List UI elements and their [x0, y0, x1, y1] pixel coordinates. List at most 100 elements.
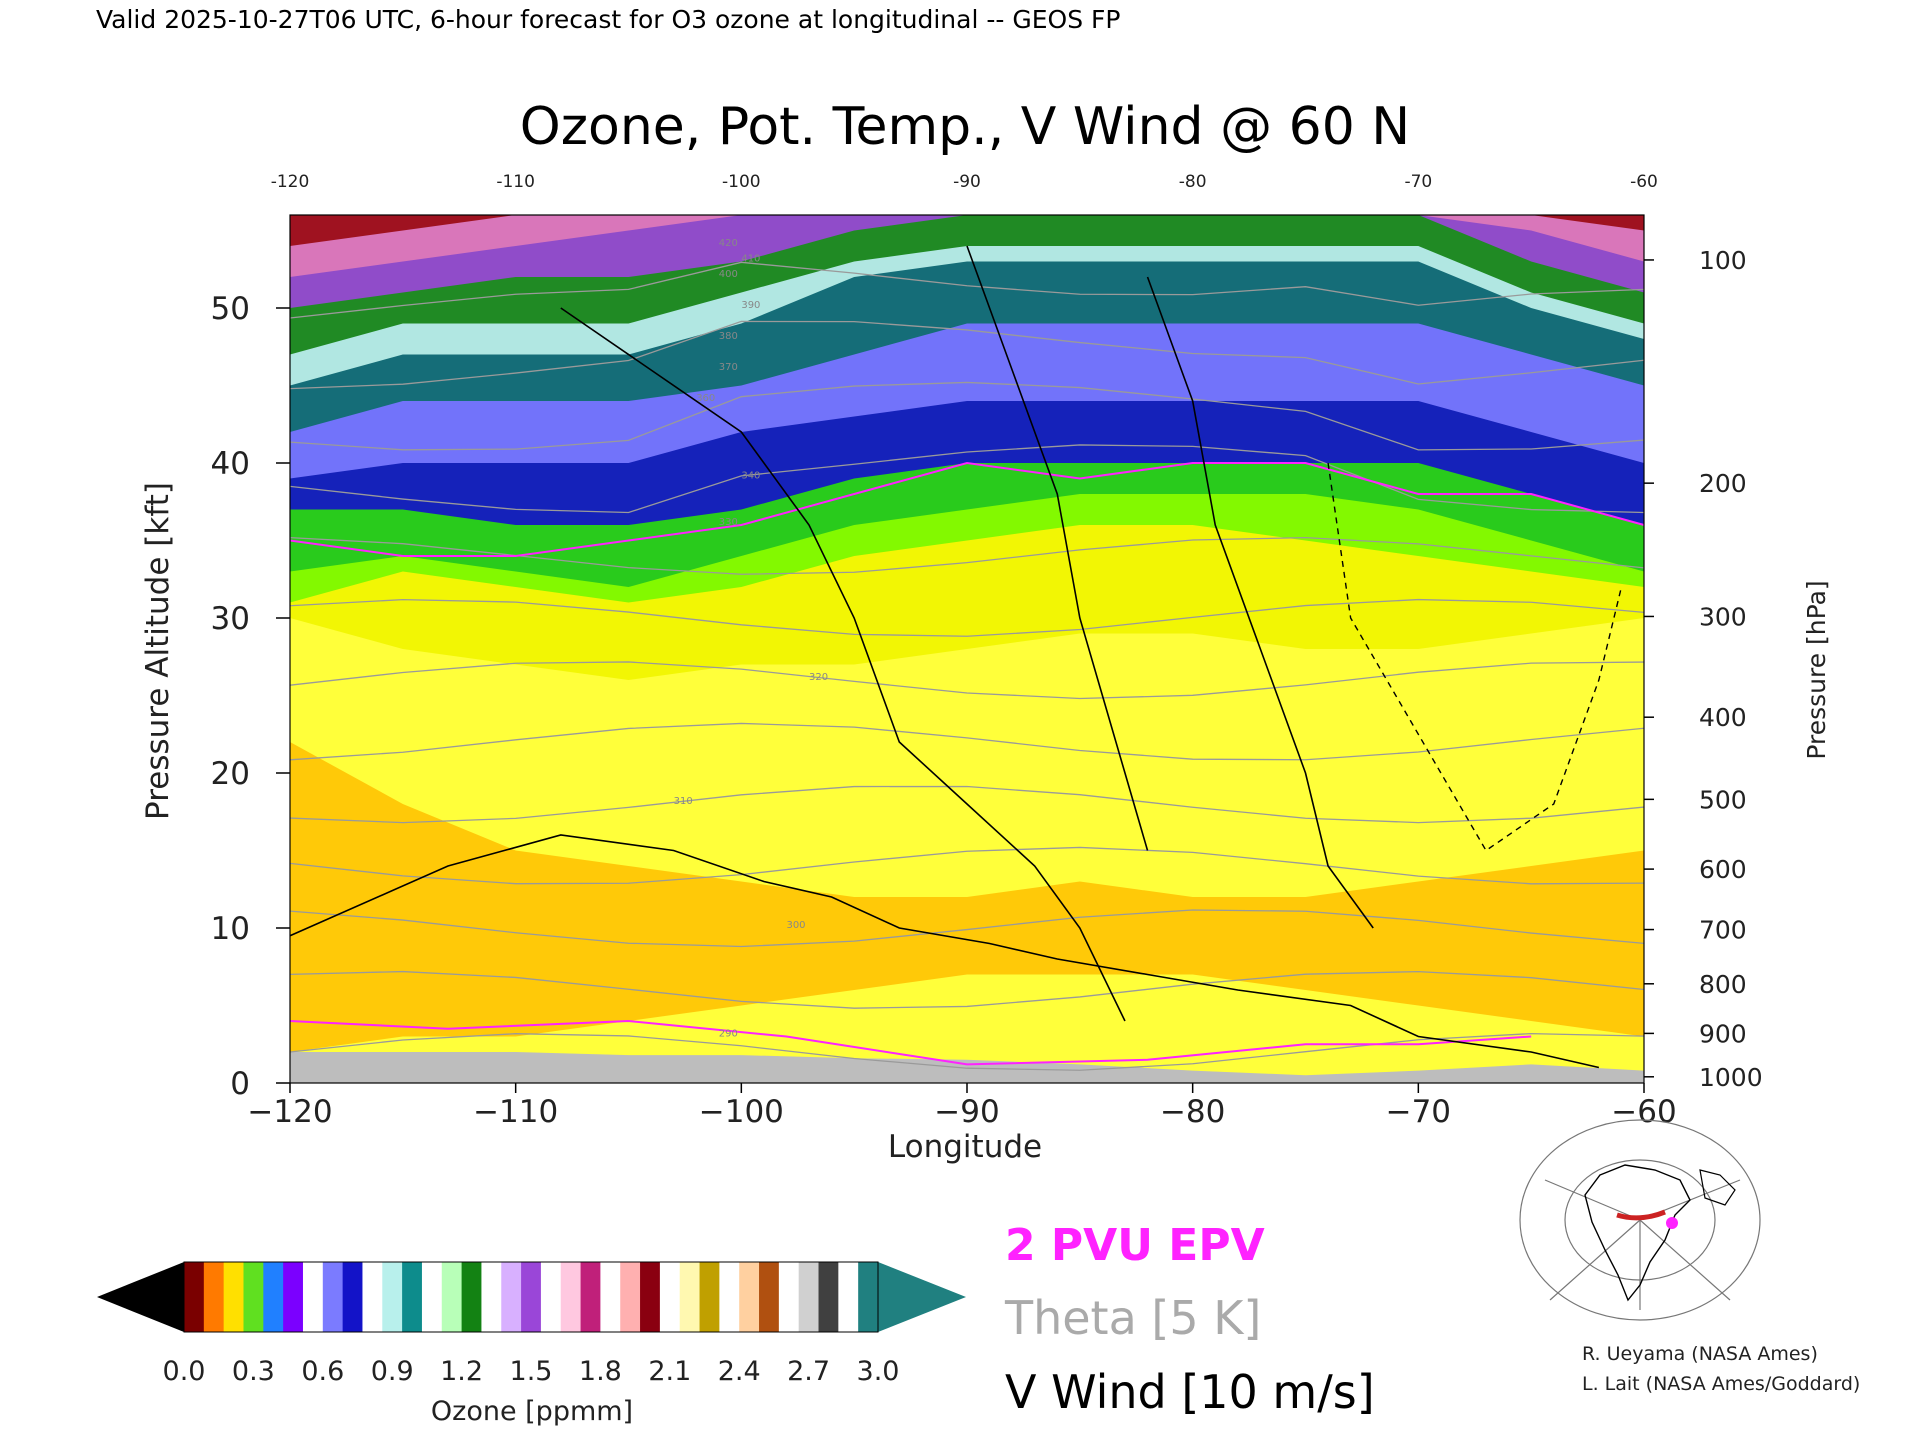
colorbar-swatch	[858, 1262, 879, 1332]
colorbar-frame	[183, 1261, 879, 1333]
pressure-tick-label: 500	[1699, 785, 1747, 814]
theta-line-3	[289, 846, 1645, 885]
axes: −120 -120 −110 -110 −100 -100 −90 -90 −80 -80 −70 -…	[211, 172, 1763, 1130]
colorbar-swatch	[521, 1262, 542, 1332]
terrain	[290, 1052, 1644, 1083]
colorbar-swatch	[223, 1262, 245, 1332]
colorbar-tick-label: 1.8	[579, 1356, 622, 1387]
theta-label: 320	[809, 672, 828, 683]
pressure-tick-label: 200	[1699, 469, 1747, 498]
theta-line-11	[289, 320, 1645, 390]
theta-line-6	[289, 661, 1645, 700]
colorbar-tick-label: 2.4	[718, 1356, 761, 1387]
vwind-contour-0	[289, 834, 1600, 1069]
y-tick-label: 40	[211, 446, 250, 482]
colorbar-swatch	[659, 1262, 681, 1332]
x-tick-label: −110	[473, 1094, 558, 1130]
colorbar-swatch	[620, 1262, 641, 1332]
theta-line-7	[289, 598, 1645, 637]
pressure-tick-label: 700	[1699, 916, 1747, 945]
y-tick-label: 20	[211, 756, 250, 792]
inset-map-marker	[1666, 1217, 1678, 1229]
x-top-tick-label: -80	[1179, 172, 1207, 192]
theta-label: 310	[674, 796, 693, 807]
theta-label: 290	[719, 1029, 738, 1040]
colorbar-swatch	[640, 1262, 661, 1332]
colorbar-swatch	[798, 1262, 820, 1332]
colorbar-swatch	[362, 1262, 383, 1332]
colorbar-swatch	[818, 1262, 839, 1332]
credit-line-1: R. Ueyama (NASA Ames)	[1582, 1343, 1818, 1365]
colorbar-swatch	[600, 1262, 621, 1332]
vwind-contour-negative	[1327, 462, 1623, 852]
pressure-tick-label: 600	[1699, 855, 1747, 884]
pressure-tick-label: 100	[1699, 246, 1747, 275]
chart-title: Ozone, Pot. Temp., V Wind @ 60 N	[520, 97, 1410, 157]
colorbar-swatch	[580, 1262, 601, 1332]
y-tick-label: 0	[230, 1066, 250, 1102]
colorbar-tick-label: 0.3	[232, 1356, 275, 1387]
colorbar-swatch	[441, 1262, 463, 1332]
colorbar-over-arrow	[878, 1262, 966, 1332]
x-top-tick-label: -110	[496, 172, 535, 192]
pressure-axis-label: Pressure [hPa]	[1802, 580, 1831, 759]
theta-label: 360	[696, 393, 715, 404]
x-tick-label: −70	[1386, 1094, 1451, 1130]
colorbar-swatch	[243, 1262, 264, 1332]
epv-2pvu-line-low	[289, 1019, 1532, 1066]
pressure-tick-label: 400	[1699, 703, 1747, 732]
theta-label: 380	[719, 331, 738, 342]
colorbar-swatch	[719, 1262, 740, 1332]
theta-line-12	[289, 261, 1645, 319]
credit-line-2: L. Lait (NASA Ames/Goddard)	[1582, 1373, 1860, 1395]
x-tick-label: −80	[1160, 1094, 1225, 1130]
colorbar-tick-label: 2.1	[648, 1356, 691, 1387]
colorbar-swatch	[263, 1262, 284, 1332]
theta-label: 390	[741, 300, 760, 311]
colorbar-tick-label: 0.6	[301, 1356, 344, 1387]
inset-map-greenland	[1699, 1169, 1736, 1206]
x-tick-label: −60	[1611, 1094, 1676, 1130]
colorbar-label: Ozone [ppmm]	[431, 1396, 633, 1427]
theta-label: 340	[741, 471, 760, 482]
x-top-tick-label: -90	[953, 172, 981, 192]
colorbar-swatch	[739, 1262, 760, 1332]
valid-line: Valid 2025-10-27T06 UTC, 6-hour forecast…	[96, 5, 1120, 34]
theta-legend: Theta [5 K]	[1004, 1291, 1261, 1345]
ozone-layer-10	[290, 215, 1644, 246]
colorbar-swatch	[560, 1262, 582, 1332]
colorbar-swatch	[679, 1262, 701, 1332]
x-top-tick-label: -120	[271, 172, 310, 192]
y-axis-label: Pressure Altitude [kft]	[140, 482, 176, 820]
colorbar-swatch	[421, 1262, 443, 1332]
theta-label: 330	[719, 517, 738, 528]
colorbar-tick-label: 3.0	[857, 1356, 900, 1387]
theta-line-2	[289, 909, 1645, 948]
colorbar-tick-label: 1.5	[510, 1356, 553, 1387]
inset-map-frame	[1542, 1155, 1742, 1305]
colorbar-tick-label: 0.0	[163, 1356, 206, 1387]
colorbar-tick-label: 0.9	[371, 1356, 414, 1387]
vwind-legend: V Wind [10 m/s]	[1005, 1365, 1375, 1419]
colorbar-swatch	[382, 1262, 403, 1332]
theta-label: 420	[719, 238, 738, 249]
colorbar-tick-label: 2.7	[787, 1356, 830, 1387]
colorbar-swatch	[759, 1262, 780, 1332]
colorbar-swatch	[402, 1262, 423, 1332]
inset-map-section-line	[1616, 1209, 1666, 1221]
x-tick-label: −120	[247, 1094, 332, 1130]
colorbar-swatch	[699, 1262, 720, 1332]
y-tick-label: 30	[211, 601, 250, 637]
x-top-tick-label: -70	[1404, 172, 1432, 192]
theta-line-10	[289, 381, 1645, 451]
colorbar-swatch	[501, 1262, 522, 1332]
theta-line-4	[289, 785, 1645, 824]
vwind-contour-2	[966, 245, 1149, 851]
pressure-tick-label: 800	[1699, 970, 1747, 999]
colorbar-swatch	[481, 1262, 502, 1332]
epv-2pvu-line	[289, 461, 1645, 557]
colorbar-swatch	[461, 1262, 483, 1332]
theta-line-9	[289, 444, 1645, 514]
colorbar-swatch	[322, 1262, 344, 1332]
